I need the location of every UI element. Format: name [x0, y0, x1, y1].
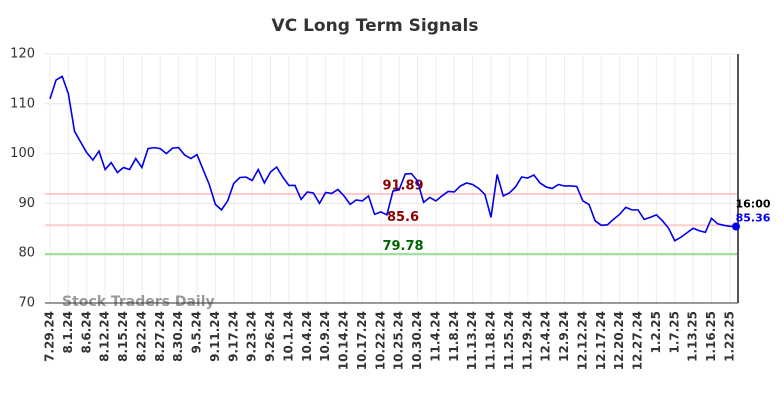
- x-tick-label: 11.25.24: [502, 311, 516, 370]
- x-tick-label: 12.20.24: [612, 311, 626, 370]
- x-tick-label: 1.7.25: [667, 311, 681, 354]
- x-tick-label: 10.17.24: [355, 311, 369, 370]
- level-label: 91.89: [382, 178, 423, 193]
- x-tick-label: 9.11.24: [208, 311, 222, 362]
- x-tick-label: 10.1.24: [281, 311, 295, 362]
- x-tick-label: 10.9.24: [318, 311, 332, 362]
- x-tick-label: 1.22.25: [722, 311, 736, 362]
- level-label: 79.78: [382, 239, 423, 254]
- x-tick-label: 12.17.24: [594, 311, 608, 370]
- x-tick-label: 8.12.24: [98, 311, 112, 362]
- x-tick-label: 8.27.24: [153, 311, 167, 362]
- x-tick-label: 8.30.24: [171, 311, 185, 362]
- x-tick-label: 11.13.24: [465, 311, 479, 370]
- x-tick-label: 1.16.25: [704, 311, 718, 362]
- x-tick-label: 1.13.25: [686, 311, 700, 362]
- y-tick-label: 110: [10, 96, 35, 111]
- x-tick-label: 1.2.25: [649, 311, 663, 354]
- x-tick-label: 8.15.24: [116, 311, 130, 362]
- x-tick-label: 9.17.24: [226, 311, 240, 362]
- x-tick-label: 9.26.24: [263, 311, 277, 362]
- x-tick-label: 10.14.24: [337, 311, 351, 370]
- watermark: Stock Traders Daily: [62, 294, 215, 310]
- y-tick-label: 100: [10, 146, 35, 161]
- y-tick-label: 120: [10, 47, 35, 62]
- last-value: 85.36: [736, 212, 771, 225]
- x-tick-label: 10.4.24: [300, 311, 314, 362]
- y-tick-label: 70: [18, 296, 35, 311]
- x-tick-label: 9.23.24: [245, 311, 259, 362]
- x-tick-label: 12.12.24: [575, 311, 589, 370]
- x-tick-label: 8.6.24: [79, 311, 93, 354]
- level-label: 85.6: [387, 210, 419, 225]
- x-tick-label: 9.5.24: [190, 311, 204, 354]
- x-tick-label: 10.22.24: [373, 311, 387, 370]
- x-tick-label: 11.29.24: [520, 311, 534, 370]
- x-tick-label: 11.8.24: [447, 311, 461, 362]
- x-tick-label: 12.27.24: [631, 311, 645, 370]
- x-tick-label: 11.4.24: [428, 311, 442, 362]
- x-tick-label: 12.9.24: [557, 311, 571, 362]
- y-tick-label: 80: [18, 246, 35, 261]
- last-point: [732, 222, 740, 231]
- y-tick-label: 90: [18, 196, 35, 211]
- x-tick-label: 8.22.24: [134, 311, 148, 362]
- x-tick-label: 8.1.24: [61, 311, 75, 354]
- price-line: [49, 75, 737, 242]
- x-tick-label: 10.30.24: [410, 311, 424, 370]
- chart-title: VC Long Term Signals: [272, 16, 479, 36]
- x-tick-label: 12.4.24: [539, 311, 553, 362]
- x-tick-label: 7.29.24: [43, 311, 57, 362]
- x-tick-label: 10.25.24: [392, 311, 406, 370]
- last-time: 16:00: [735, 198, 770, 211]
- x-tick-label: 11.18.24: [484, 311, 498, 370]
